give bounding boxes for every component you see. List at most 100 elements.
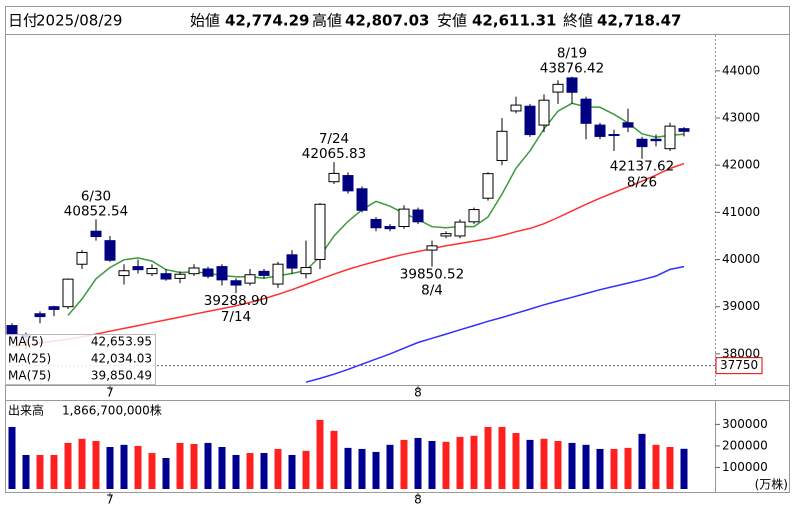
volume-bar [568, 442, 576, 489]
y-tick-label: 44000 [722, 63, 760, 77]
candle-body [104, 240, 116, 261]
volume-bar [344, 447, 352, 489]
legend-value: 39,850.49 [91, 369, 152, 383]
candle-body [468, 209, 480, 223]
candle-body [216, 266, 228, 281]
candle-body [314, 203, 326, 261]
candle-body [412, 209, 424, 223]
header-value: 42,807.03 [345, 12, 429, 30]
candle-body [272, 263, 284, 285]
y-tick-label: 38000 [722, 346, 760, 360]
x-tick-label: 7 [106, 386, 114, 400]
volume-bar [400, 439, 408, 489]
volume-bar [316, 419, 324, 489]
volume-bar [358, 448, 366, 489]
volume-bar [78, 438, 86, 489]
y-tick-label: 40000 [722, 252, 760, 266]
volume-bar [610, 448, 618, 489]
candle-body [146, 267, 158, 275]
y-tick-label: 200000 [722, 438, 768, 452]
y-tick-label: 41000 [722, 205, 760, 219]
volume-bar [288, 454, 296, 489]
candle-body [230, 280, 242, 286]
candle-body [538, 99, 550, 126]
volume-total: 1,866,700,000株 [62, 403, 162, 418]
volume-bar [302, 450, 310, 489]
volume-bar [554, 440, 562, 489]
candle-body [664, 125, 676, 150]
volume-bar [36, 454, 44, 489]
x-tick-label: 7 [106, 493, 114, 507]
volume-bar [204, 442, 212, 489]
candle-body [398, 208, 410, 228]
candle-body [622, 122, 634, 128]
volume-bar [372, 451, 380, 489]
header-value: 42,774.29 [225, 12, 309, 30]
annotation-value: 39288.90 [204, 293, 268, 309]
volume-bar [120, 444, 128, 489]
legend-value: 42,034.03 [91, 352, 152, 366]
x-tick-label: 8 [414, 493, 422, 507]
annotation-value: 40852.54 [64, 203, 128, 219]
volume-title-box [6, 403, 206, 419]
legend-value: 42,653.95 [91, 335, 152, 349]
volume-bar [470, 435, 478, 489]
volume-bar [456, 436, 464, 489]
candle-body [202, 268, 214, 277]
candle-body [678, 128, 690, 132]
candle-body [174, 273, 186, 279]
candle-body [62, 278, 74, 308]
candle-body [580, 98, 592, 124]
volume-bar [666, 447, 674, 489]
volume-bar [442, 441, 450, 489]
candle-body [454, 221, 466, 237]
volume-bar [260, 453, 268, 489]
candle-body [496, 130, 508, 161]
legend-name: MA(75) [8, 369, 51, 383]
candle-body [636, 138, 648, 148]
volume-bar [330, 430, 338, 489]
candle-body [356, 188, 368, 211]
y-tick-label: 300000 [722, 417, 768, 431]
y-tick-label: 39000 [722, 299, 760, 313]
volume-bar [680, 448, 688, 489]
volume-bar [8, 426, 16, 489]
candle-body [258, 270, 270, 276]
volume-bar [498, 426, 506, 489]
header-value: 42,718.47 [597, 12, 681, 30]
header-label: 終値 [563, 12, 593, 30]
volume-bar [176, 442, 184, 489]
annotation-date: 8/4 [421, 283, 443, 299]
volume-bar [386, 444, 394, 489]
candle-body [342, 175, 354, 192]
candle-body [90, 230, 102, 238]
legend-box [5, 334, 156, 385]
candle-body [426, 245, 438, 251]
volume-bar [526, 439, 534, 489]
legend-name: MA(5) [8, 335, 44, 349]
y-tick-label: 42000 [722, 158, 760, 172]
volume-bar [64, 442, 72, 489]
volume-bar [624, 447, 632, 489]
volume-bar [218, 447, 226, 489]
annotation-value: 42065.83 [302, 146, 366, 162]
header-label: 日付 [8, 12, 38, 30]
candle-body [384, 226, 396, 230]
volume-bar [428, 440, 436, 489]
volume-bar [162, 457, 170, 489]
y-tick-label: 43000 [722, 111, 760, 125]
annotation-value: 39850.52 [400, 267, 464, 283]
candle-body [482, 173, 494, 199]
x-tick-label: 8 [414, 386, 422, 400]
volume-bar [50, 454, 58, 489]
marker-label: 37750 [720, 358, 758, 372]
candle-body [118, 270, 130, 277]
annotation-date: 6/30 [81, 188, 111, 204]
annotation-value: 43876.42 [540, 61, 604, 77]
marker-label-box [715, 357, 763, 375]
volume-bar [22, 454, 30, 489]
volume-bar [232, 454, 240, 489]
annotation-date: 7/14 [221, 309, 251, 325]
legend-name: MA(25) [8, 352, 51, 366]
